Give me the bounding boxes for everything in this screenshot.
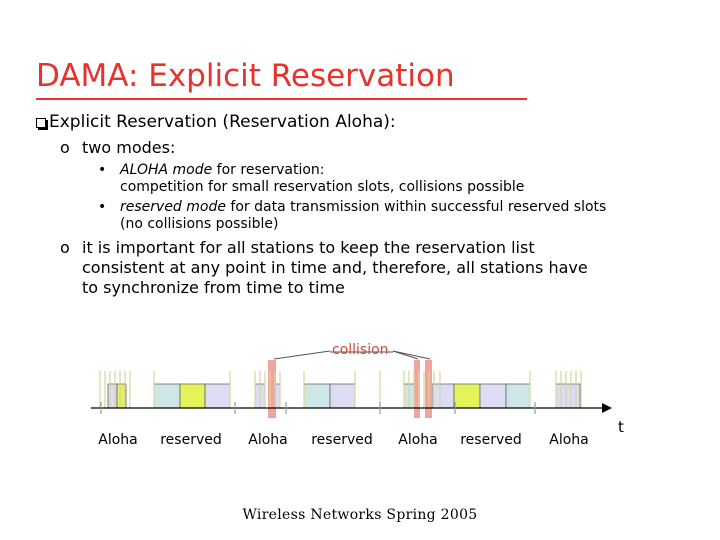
mode-rest: for reservation: [212,162,325,178]
sync-line-2: consistent at any point in time and, the… [82,258,588,277]
collision-label: collision [332,342,389,358]
dot-bullet-icon: • [98,199,107,215]
phase-label: reserved [160,432,222,448]
slot-block [479,383,507,409]
collision-pointer-left [273,350,331,360]
collision-bar [414,360,420,418]
mode-item-line1: reserved mode for data transmission with… [120,199,606,216]
sync-line-3: to synchronize from time to time [82,278,345,297]
slot-block [505,383,531,409]
mode-emphasis: reserved mode [120,199,226,215]
main-bullet: Explicit Reservation (Reservation Aloha)… [36,112,396,132]
collision-pointer-right-2 [392,350,419,360]
collision-pointer-right [392,350,431,360]
slot-block [453,383,481,409]
dot-bullet-icon: • [98,162,107,178]
phase-label: reserved [460,432,522,448]
time-axis-arrow-icon [602,403,612,413]
time-label: t [618,418,624,436]
phase-label: reserved [311,432,373,448]
circle-bullet-icon: o [60,238,70,257]
phase-label: Aloha [549,432,588,448]
mode-emphasis: ALOHA mode [120,162,213,178]
slot-block [107,383,118,409]
phase-label: Aloha [398,432,437,448]
checkbox-bullet-icon [36,118,46,128]
slot-block [179,383,206,409]
slot-block [204,383,231,409]
footer: Wireless Networks Spring 2005 [242,507,478,523]
collision-bar [268,360,276,418]
title-underline [36,98,527,100]
main-bullet-text: Explicit Reservation (Reservation Aloha)… [49,112,396,132]
slot-block [431,383,455,409]
sync-line-1: it is important for all stations to keep… [82,238,535,257]
slot-block [329,383,356,409]
mode-rest: for data transmission within successful … [225,199,607,215]
mode-item-line2: competition for small reservation slots,… [120,179,525,195]
circle-bullet-icon: o [60,138,70,157]
mode-item-line2: (no collisions possible) [120,216,279,232]
phase-label: Aloha [248,432,287,448]
mode-item-line1: ALOHA mode for reservation: [120,162,325,179]
slot-block [303,383,331,409]
sub-bullet-text: two modes: [82,138,176,157]
slot-block [153,383,181,409]
phase-label: Aloha [98,432,137,448]
slide-title: DAMA: Explicit Reservation [36,58,455,94]
